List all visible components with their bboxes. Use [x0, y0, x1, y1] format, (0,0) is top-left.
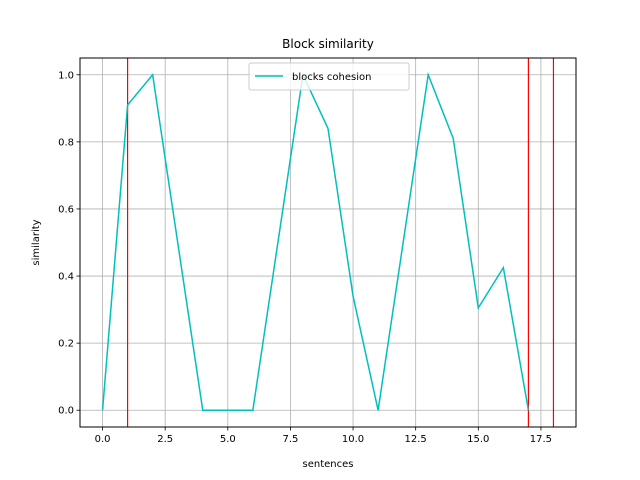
x-axis-label: sentences — [303, 459, 354, 470]
y-tick-label: 1.0 — [58, 70, 74, 81]
y-tick-label: 0.8 — [58, 137, 74, 148]
ticks: 0.0 2.5 5.0 7.5 10.0 12.5 15.0 17.5 0.0 0.2 0.4 0.6… — [58, 70, 552, 445]
y-tick-label: 0.2 — [58, 339, 74, 350]
x-tick-label: 12.5 — [405, 434, 427, 445]
legend-box — [248, 62, 410, 91]
x-tick-label: 0.0 — [95, 434, 111, 445]
y-axis-label: similarity — [31, 219, 42, 265]
x-tick-label: 17.5 — [530, 434, 552, 445]
y-tick-label: 0.0 — [58, 406, 74, 417]
x-tick-label: 10.0 — [342, 434, 364, 445]
series — [101, 71, 530, 411]
legend: blocks cohesion — [248, 62, 410, 91]
y-tick-label: 0.4 — [58, 272, 74, 283]
y-tick-label: 0.6 — [58, 204, 74, 215]
x-tick-label: 5.0 — [220, 434, 236, 445]
chart-title: Block similarity — [282, 37, 374, 51]
x-tick-label: 2.5 — [157, 434, 173, 445]
x-tick-label: 7.5 — [282, 434, 298, 445]
legend-label: blocks cohesion — [292, 72, 371, 83]
series-line-blocks-cohesion — [101, 71, 530, 411]
boundary-lines — [126, 58, 555, 427]
x-tick-label: 15.0 — [467, 434, 489, 445]
plot-frame — [79, 57, 577, 428]
